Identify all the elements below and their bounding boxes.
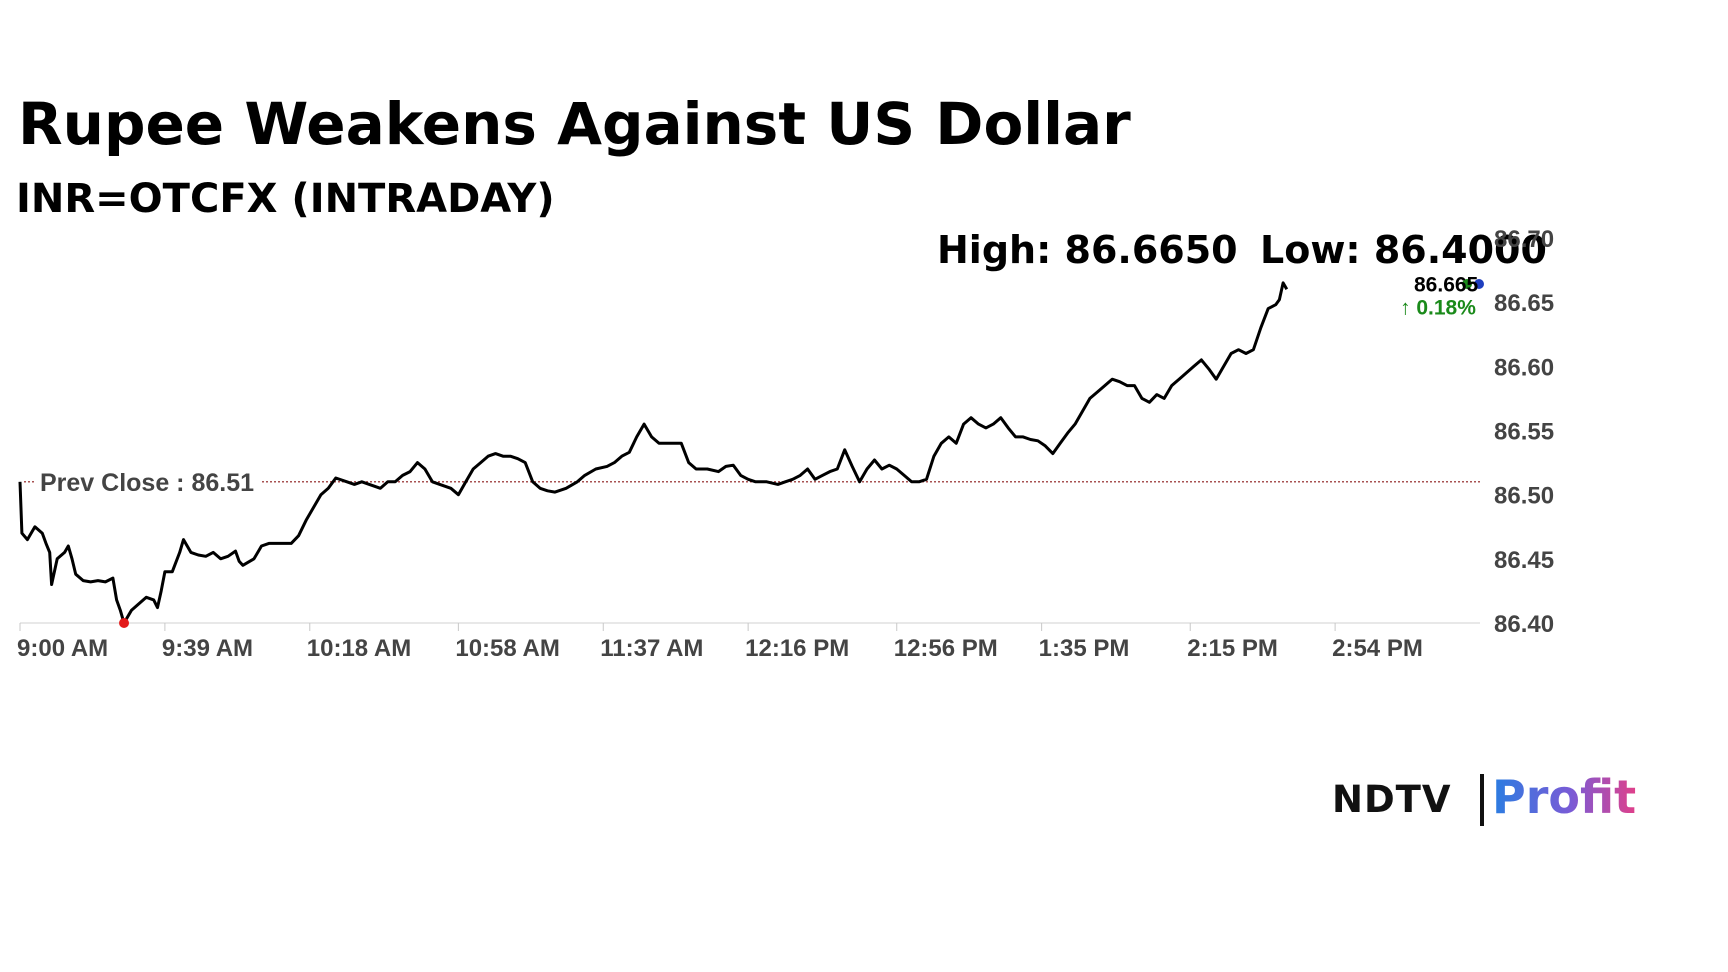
low-point-marker — [119, 618, 130, 628]
y-tick-label: 86.45 — [1494, 547, 1554, 574]
x-tick-label: 11:37 AM — [600, 635, 703, 662]
x-tick-label: 2:54 PM — [1332, 635, 1423, 662]
y-tick-label: 86.70 — [1494, 226, 1554, 253]
logo-profit-text: Profit — [1492, 770, 1637, 824]
x-axis: 9:00 AM 9:39 AM 10:18 AM 10:58 AM 11:37 AM 12… — [17, 623, 1423, 662]
y-tick-label: 86.55 — [1494, 419, 1554, 446]
y-tick-label: 86.60 — [1494, 354, 1554, 381]
logo-divider — [1480, 774, 1484, 826]
x-tick-label: 10:58 AM — [455, 635, 559, 662]
y-axis: 86.70 86.65 86.60 86.55 86.50 86.45 86.40 — [1494, 226, 1554, 638]
change-label: ↑ 0.18% — [1400, 296, 1476, 319]
y-tick-label: 86.65 — [1494, 290, 1554, 317]
x-tick-label: 9:00 AM — [17, 635, 108, 662]
x-tick-label: 1:35 PM — [1039, 635, 1130, 662]
y-tick-label: 86.50 — [1494, 483, 1554, 510]
low-stat: Low: 86.4000 — [1260, 228, 1547, 272]
chart-subtitle: INR=OTCFX (INTRADAY) — [16, 176, 555, 222]
chart-markers: 86.665↑ 0.18% — [119, 273, 1484, 628]
logo-ndtv-text: NDTV — [1332, 778, 1452, 821]
x-tick-label: 10:18 AM — [307, 635, 411, 662]
x-tick-label: 9:39 AM — [162, 635, 253, 662]
x-tick-label: 12:16 PM — [745, 635, 849, 662]
high-stat: High: 86.6650 — [937, 228, 1238, 272]
high-marker-green — [1462, 279, 1472, 289]
prev-close-label: Prev Close : 86.51 — [40, 469, 254, 497]
prev-close-group: Prev Close : 86.51 — [24, 469, 1480, 497]
last-value-label: 86.665 — [1414, 273, 1479, 296]
y-tick-label: 86.40 — [1494, 611, 1554, 638]
x-tick-label: 12:56 PM — [894, 635, 998, 662]
x-tick-label: 2:15 PM — [1187, 635, 1278, 662]
high-marker-blue — [1474, 279, 1484, 289]
chart-title: Rupee Weakens Against US Dollar — [18, 90, 1131, 158]
price-series-line — [18, 281, 1289, 625]
